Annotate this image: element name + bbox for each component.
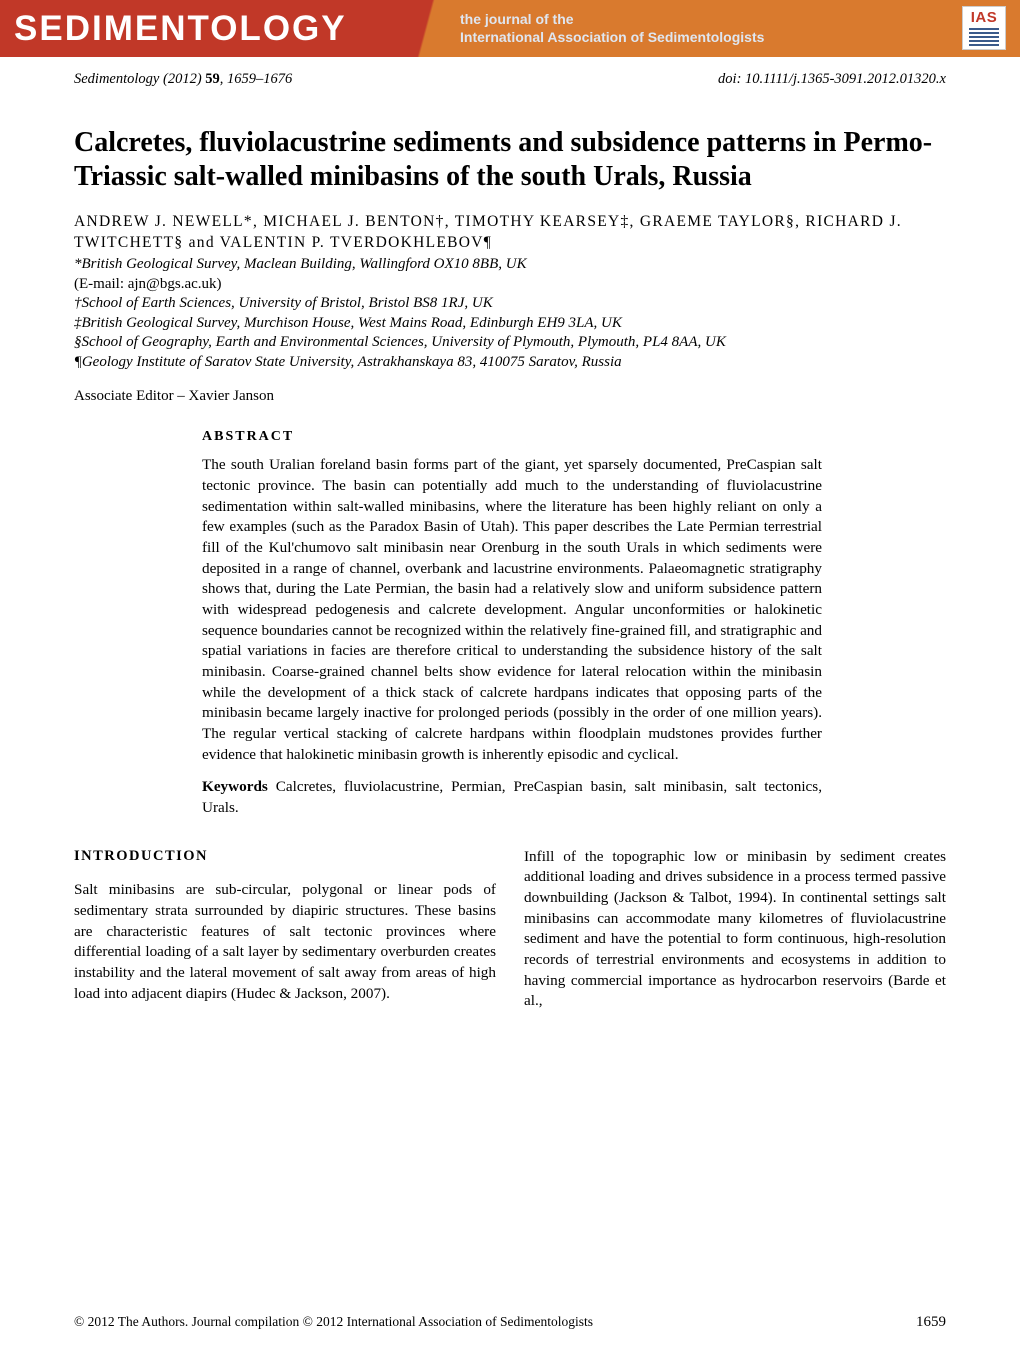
page-range: 1659–1676 <box>227 71 292 87</box>
ias-badge-text: IAS <box>971 9 998 26</box>
column-right: Infill of the topographic low or minibas… <box>524 847 946 1012</box>
corresponding-email: (E-mail: ajn@bgs.ac.uk) <box>74 275 946 295</box>
keywords: Keywords Calcretes, fluviolacustrine, Pe… <box>202 777 822 818</box>
affiliation-line: *British Geological Survey, Maclean Buil… <box>74 255 946 275</box>
meta-row: Sedimentology (2012) 59, 1659–1676 doi: … <box>0 57 1020 88</box>
column-left-text: Salt minibasins are sub-circular, polygo… <box>74 881 496 1001</box>
doi: doi: 10.1111/j.1365-3091.2012.01320.x <box>718 71 946 88</box>
journal-subtitle: the journal of the International Associa… <box>460 11 764 46</box>
article-title: Calcretes, fluviolacustrine sediments an… <box>74 126 946 194</box>
affiliation-line: §School of Geography, Earth and Environm… <box>74 333 946 353</box>
affiliation-line: ‡British Geological Survey, Murchison Ho… <box>74 314 946 334</box>
journal-name: Sedimentology <box>74 71 159 87</box>
subtitle-line1: the journal of the <box>460 11 574 27</box>
article-content: Calcretes, fluviolacustrine sediments an… <box>0 88 1020 1012</box>
affiliation-line: †School of Earth Sciences, University of… <box>74 294 946 314</box>
abstract-heading: ABSTRACT <box>202 429 822 445</box>
section-heading-introduction: INTRODUCTION <box>74 847 496 867</box>
keywords-label: Keywords <box>202 778 268 795</box>
author-list: ANDREW J. NEWELL*, MICHAEL J. BENTON†, T… <box>74 212 946 253</box>
citation-meta: Sedimentology (2012) 59, 1659–1676 <box>74 71 292 88</box>
abstract-block: ABSTRACT The south Uralian foreland basi… <box>202 429 822 818</box>
journal-banner: SEDIMENTOLOGY the journal of the Interna… <box>0 0 1020 57</box>
copyright-line: © 2012 The Authors. Journal compilation … <box>74 1314 593 1331</box>
subtitle-line2: International Association of Sedimentolo… <box>460 29 764 45</box>
banner-left: SEDIMENTOLOGY <box>0 0 426 57</box>
body-columns: INTRODUCTION Salt minibasins are sub-cir… <box>74 847 946 1012</box>
volume: 59 <box>205 71 220 87</box>
ias-badge: IAS <box>962 6 1006 50</box>
abstract-text: The south Uralian foreland basin forms p… <box>202 455 822 765</box>
column-right-text: Infill of the topographic low or minibas… <box>524 848 946 1010</box>
authors-text: ANDREW J. NEWELL*, MICHAEL J. BENTON†, T… <box>74 213 902 250</box>
affiliation-line: ¶Geology Institute of Saratov State Univ… <box>74 353 946 373</box>
banner-right: the journal of the International Associa… <box>426 0 1020 57</box>
affiliations: *British Geological Survey, Maclean Buil… <box>74 255 946 372</box>
keywords-text: Calcretes, fluviolacustrine, Permian, Pr… <box>202 778 822 816</box>
page-number: 1659 <box>916 1314 946 1331</box>
associate-editor: Associate Editor – Xavier Janson <box>74 388 946 405</box>
ias-badge-lines-icon <box>969 28 999 46</box>
column-left: INTRODUCTION Salt minibasins are sub-cir… <box>74 847 496 1012</box>
year: (2012) <box>163 71 202 87</box>
page-footer: © 2012 The Authors. Journal compilation … <box>74 1314 946 1331</box>
journal-logo: SEDIMENTOLOGY <box>14 9 347 49</box>
